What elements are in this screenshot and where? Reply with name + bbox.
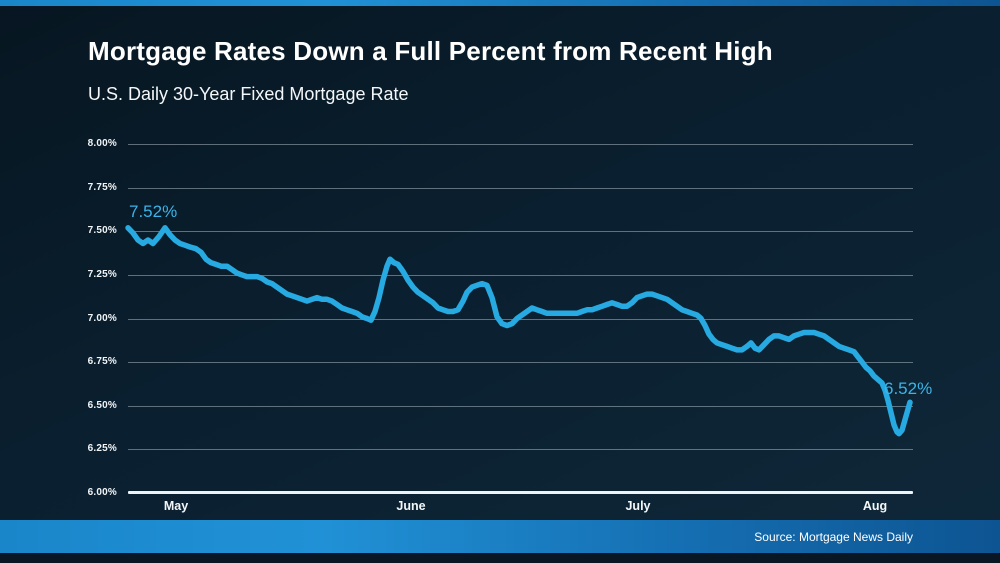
y-axis-tick-label: 6.50% bbox=[87, 399, 117, 411]
gridline bbox=[128, 231, 913, 233]
gridline bbox=[128, 274, 913, 276]
source-attribution: Source: Mortgage News Daily bbox=[754, 529, 913, 544]
y-axis-tick-label: 6.25% bbox=[87, 443, 117, 455]
gridline bbox=[128, 362, 913, 364]
y-axis-tick-label: 7.50% bbox=[87, 225, 117, 237]
gridline bbox=[128, 449, 913, 451]
y-axis-tick-label: 8.00% bbox=[87, 138, 117, 149]
rate-annotation: 7.52% bbox=[129, 202, 178, 221]
gridline bbox=[128, 405, 913, 407]
y-axis-tick-label: 7.00% bbox=[87, 312, 117, 324]
y-axis-tick-label: 6.75% bbox=[87, 356, 117, 368]
rate-annotation: 6.52% bbox=[884, 379, 933, 398]
y-axis-tick-label: 6.00% bbox=[87, 487, 117, 498]
x-axis-baseline bbox=[128, 491, 913, 494]
top-accent-bar bbox=[0, 0, 1000, 6]
x-axis-month-label: May bbox=[163, 499, 189, 513]
gridline bbox=[128, 187, 913, 189]
bottom-accent-bar bbox=[0, 520, 1000, 553]
chart-subtitle: U.S. Daily 30-Year Fixed Mortgage Rate bbox=[88, 84, 409, 104]
y-axis-tick-label: 7.25% bbox=[87, 268, 117, 280]
page-title: Mortgage Rates Down a Full Percent from … bbox=[88, 36, 773, 66]
y-axis-tick-label: 7.75% bbox=[87, 181, 117, 193]
gridline bbox=[128, 144, 913, 145]
x-axis-month-label: June bbox=[396, 499, 426, 513]
x-axis-month-label: July bbox=[625, 499, 651, 513]
x-axis-month-label: Aug bbox=[862, 499, 888, 513]
bottom-dark-strip bbox=[0, 553, 1000, 563]
